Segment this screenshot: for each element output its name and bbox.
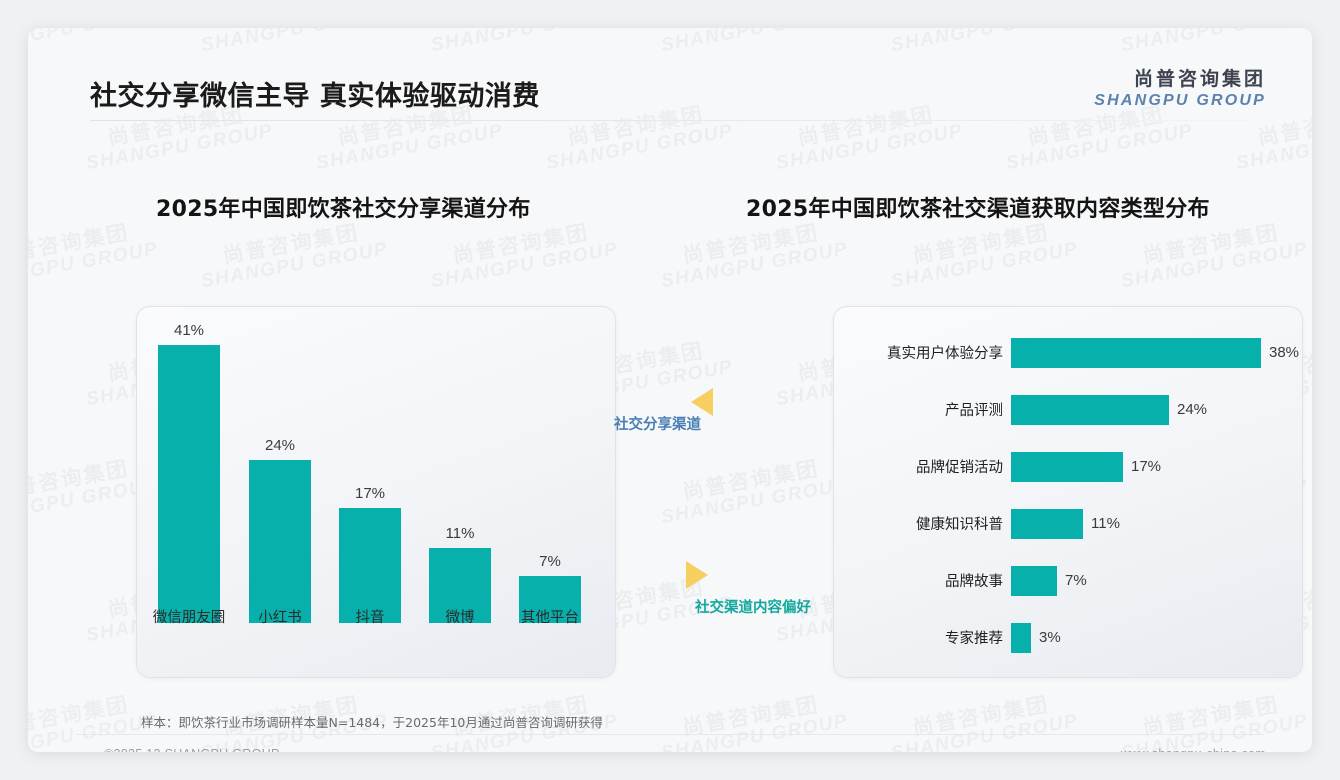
header-divider [90, 120, 1250, 121]
horizontal-bar-chart: 真实用户体验分享 38% 产品评测 24% 品牌促销活动 17% 健康知识科普 11% 品牌故事… [833, 324, 1303, 666]
horizontal-bar-category-label: 品牌促销活动 [916, 460, 1003, 476]
vertical-bar-item: 17% [339, 293, 401, 623]
vertical-bar-category-label: 小红书 [258, 610, 302, 626]
horizontal-bar-category-label: 真实用户体验分享 [887, 346, 1003, 362]
horizontal-bar-value-label: 11% [1091, 515, 1120, 532]
horizontal-bar-item: 品牌故事 7% [833, 552, 1303, 609]
horizontal-bar-category-label: 产品评测 [945, 403, 1003, 419]
horizontal-bar [1011, 508, 1083, 539]
vertical-bar [519, 576, 581, 623]
page-title: 社交分享微信主导 真实体验驱动消费 [90, 81, 540, 112]
brand-logo: 尚普咨询集团 SHANGPU GROUP [1094, 64, 1266, 110]
horizontal-bar-value-label: 3% [1039, 629, 1061, 646]
triangle-right-marker-icon [686, 561, 708, 589]
vertical-bar-category-axis: 微信朋友圈 小红书 抖音 微博 其他平台 [136, 606, 616, 630]
right-chart-title: 2025年中国即饮茶社交渠道获取内容类型分布 [746, 197, 1210, 222]
horizontal-bar [1011, 337, 1261, 368]
vertical-bar [429, 548, 491, 623]
vertical-bar-item: 24% [249, 293, 311, 623]
horizontal-bar-item: 产品评测 24% [833, 381, 1303, 438]
horizontal-bar-item: 专家推荐 3% [833, 609, 1303, 666]
vertical-bar-value-label: 17% [354, 485, 386, 502]
vertical-bar [339, 508, 401, 623]
triangle-left-marker-icon [691, 388, 713, 416]
horizontal-bar-value-label: 17% [1131, 458, 1162, 475]
horizontal-bar-item: 品牌促销活动 17% [833, 438, 1303, 495]
vertical-bar-category-label: 其他平台 [521, 610, 579, 626]
logo-english-text: SHANGPU GROUP [1094, 92, 1266, 109]
horizontal-bar-value-label: 38% [1269, 344, 1300, 361]
horizontal-bar-category-label: 品牌故事 [945, 574, 1003, 590]
vertical-bar-category-label: 微博 [445, 610, 475, 626]
vertical-bar-value-label: 24% [264, 437, 296, 454]
left-chart-title: 2025年中国即饮茶社交分享渠道分布 [156, 197, 531, 222]
horizontal-bar-value-label: 7% [1065, 572, 1087, 589]
horizontal-bar [1011, 451, 1123, 482]
vertical-bar-category-label: 微信朋友圈 [152, 610, 226, 626]
horizontal-bar-item: 健康知识科普 11% [833, 495, 1303, 552]
vertical-bar [249, 460, 311, 623]
vertical-bar-category-label: 抖音 [355, 610, 385, 626]
annotation-social-share-channel: 社交分享渠道 [614, 417, 701, 433]
sample-note: 样本：即饮茶行业市场调研样本量N=1484，于2025年10月通过尚普咨询调研获… [141, 715, 603, 730]
annotation-content-preference: 社交渠道内容偏好 [695, 600, 811, 616]
footer-divider [76, 734, 1264, 735]
horizontal-bar-item: 真实用户体验分享 38% [833, 324, 1303, 381]
vertical-bar-item: 7% [519, 293, 581, 623]
vertical-bar-chart: 41% 24% 17% 11% 7% [136, 293, 616, 623]
horizontal-bar [1011, 394, 1169, 425]
horizontal-bar [1011, 565, 1057, 596]
logo-chinese-text: 尚普咨询集团 [1133, 68, 1266, 90]
horizontal-bar [1011, 622, 1031, 653]
slide-header: 社交分享微信主导 真实体验驱动消费 尚普咨询集团 SHANGPU GROUP [28, 28, 1312, 121]
footer-website: www.shangpu-china.com [1121, 747, 1266, 752]
horizontal-bar-value-label: 24% [1177, 401, 1208, 418]
right-chart-card [833, 306, 1303, 678]
vertical-bar-item: 41% [158, 293, 220, 623]
vertical-bar-value-label: 41% [173, 322, 205, 339]
vertical-bar-item: 11% [429, 293, 491, 623]
footer-copyright: ©2025.12 SHANGPU GROUP [104, 747, 280, 752]
horizontal-bar-category-label: 专家推荐 [945, 631, 1003, 647]
vertical-bar [158, 345, 220, 623]
vertical-bar-value-label: 7% [539, 553, 561, 570]
vertical-bar-value-label: 11% [445, 525, 475, 542]
horizontal-bar-category-label: 健康知识科普 [916, 517, 1003, 533]
